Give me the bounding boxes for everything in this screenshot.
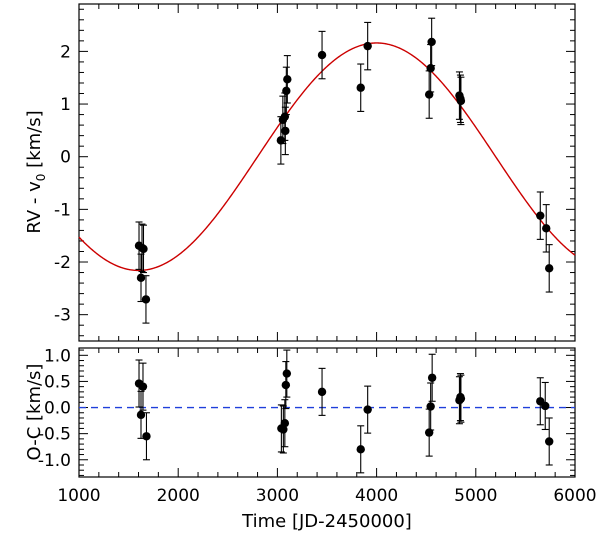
rv-model-curve: [78, 42, 576, 272]
residual-point: [279, 425, 288, 434]
residual-point: [545, 437, 554, 446]
top-y-axis-label-unit: [km/s]: [24, 110, 45, 173]
top-panel-frame: [78, 3, 576, 342]
top-y-tick-label: -2: [54, 253, 71, 273]
residual-data-points: [134, 349, 554, 474]
top-y-tick-label: -1: [54, 200, 71, 220]
residual-point: [142, 432, 151, 441]
rv-point: [542, 224, 551, 233]
bottom-y-tick-label: 0.0: [44, 399, 71, 419]
top-y-tick-label: 1: [60, 95, 71, 115]
top-y-tick-label: -3: [54, 306, 71, 326]
residual-point: [138, 382, 148, 391]
residual-point: [282, 369, 292, 378]
residual-point: [136, 410, 146, 420]
bottom-axis-ticks: [78, 348, 576, 477]
rv-point: [141, 295, 151, 304]
rv-model-curve-group: [78, 42, 576, 272]
rv-point: [545, 264, 554, 273]
rv-point: [139, 244, 148, 254]
residual-point: [281, 380, 291, 390]
top-y-tick-label: 2: [60, 42, 71, 62]
rv-data-points: [134, 17, 554, 324]
top-y-tick-label: 0: [60, 148, 71, 168]
rv-point: [427, 37, 436, 47]
bottom-y-axis-label: O-C [km/s]: [24, 364, 45, 461]
top-axis-ticks: [78, 4, 576, 341]
residual-point: [280, 419, 290, 428]
x-tick-label: 3000: [256, 486, 299, 506]
x-tick-label: 2000: [157, 486, 200, 506]
top-y-tick-labels: -3 -2 -1 0 1 2: [54, 42, 71, 325]
bottom-y-tick-label: 0.5: [44, 372, 71, 392]
rv-point: [317, 50, 327, 60]
rv-point: [363, 41, 372, 51]
residual-point: [427, 373, 437, 382]
x-tick-label: 1000: [57, 486, 100, 506]
x-tick-label: 5000: [454, 486, 497, 506]
residual-point: [426, 402, 435, 411]
residual-point: [541, 401, 550, 411]
residual-point: [317, 387, 327, 397]
residual-point: [456, 394, 466, 403]
x-tick-label: 4000: [355, 486, 398, 506]
bottom-y-tick-label: -1.0: [38, 451, 71, 471]
top-y-axis-label-sub: 0: [34, 174, 48, 182]
bottom-y-tick-label: -0.5: [38, 425, 71, 445]
rv-point: [136, 273, 146, 283]
rv-point: [283, 75, 292, 84]
bottom-panel-frame: [78, 347, 576, 478]
rv-point: [536, 211, 545, 220]
top-y-axis-label-main: RV - v: [24, 181, 45, 234]
top-y-axis-label: RV - v0 [km/s]: [24, 110, 48, 233]
bottom-y-tick-label: 1.0: [44, 346, 71, 366]
rv-point: [356, 83, 365, 92]
rv-point: [282, 86, 291, 96]
bottom-y-tick-labels: -1.0 -0.5 0.0 0.5 1.0: [38, 346, 71, 470]
rv-point: [456, 96, 466, 106]
rv-point: [281, 126, 290, 136]
x-tick-label: 6000: [553, 486, 596, 506]
x-tick-labels: 1000 2000 3000 4000 5000 6000: [57, 486, 596, 506]
residual-point: [363, 405, 372, 414]
residual-point: [356, 445, 365, 454]
x-axis-label: Time [JD-2450000]: [241, 511, 412, 532]
